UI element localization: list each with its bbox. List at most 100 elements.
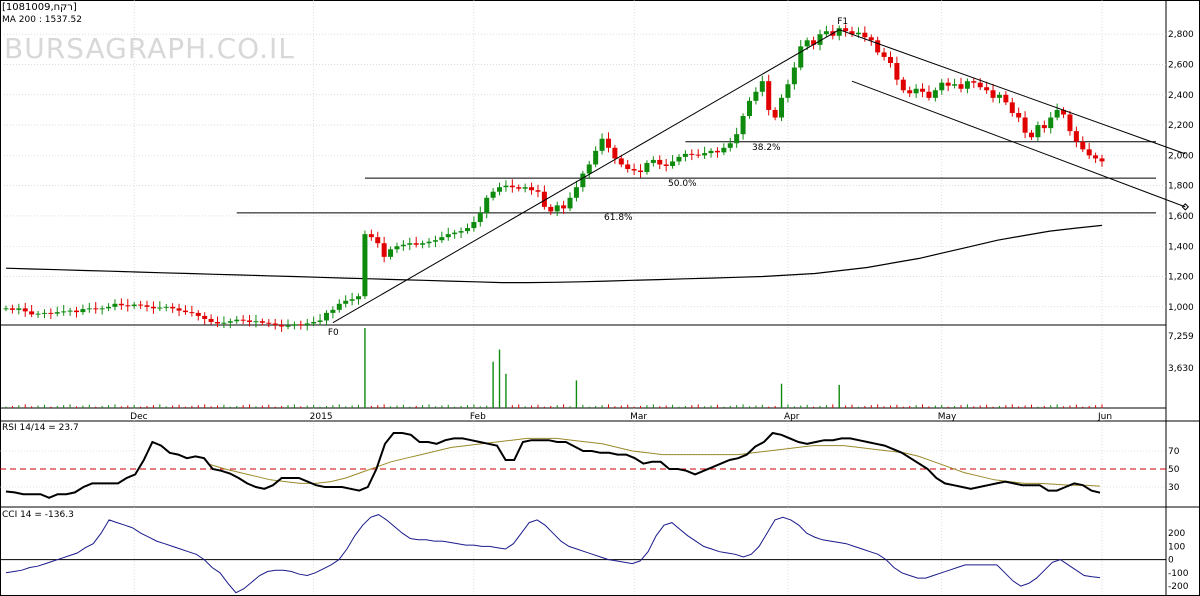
candle-body	[407, 243, 413, 245]
candle-body	[497, 187, 503, 192]
candle-body	[721, 147, 727, 153]
candle-body	[593, 150, 599, 165]
candle-body	[894, 63, 900, 80]
candle-body	[93, 308, 99, 310]
candle-body	[734, 134, 740, 144]
candle-body	[413, 243, 419, 245]
candle-body	[138, 304, 144, 306]
candle-body	[368, 234, 374, 238]
candle-body	[554, 205, 560, 212]
candle-body	[766, 81, 772, 110]
candle-body	[516, 187, 522, 189]
candle-body	[1048, 117, 1054, 129]
candle-body	[907, 90, 913, 94]
candle-body	[54, 312, 60, 314]
price-tick-label: 1,000	[1168, 303, 1194, 313]
month-label: Apr	[784, 412, 800, 422]
candle-body	[849, 31, 855, 35]
candle-body	[798, 46, 804, 68]
candle-body	[1073, 131, 1079, 142]
candle-body	[823, 31, 829, 35]
candle-body	[580, 173, 586, 188]
candle-body	[900, 79, 906, 91]
price-tick-label: 1,600	[1168, 212, 1194, 222]
candle-body	[3, 308, 9, 310]
candlesticks	[3, 24, 1105, 332]
candle-body	[86, 308, 92, 310]
candle-body	[336, 303, 342, 310]
candle-body	[702, 153, 708, 156]
candle-body	[740, 116, 746, 135]
candle-body	[150, 306, 156, 309]
candle-body	[836, 28, 842, 36]
candle-body	[753, 91, 759, 101]
candle-body	[971, 81, 977, 83]
candle-body	[317, 320, 323, 322]
candle-body	[445, 234, 451, 238]
ma200-label: MA 200 : 1537.52	[2, 15, 82, 25]
fibonacci-levels: 38.2% 50.0% 61.8%	[0, 141, 1166, 326]
candle-body	[714, 150, 720, 153]
candle-body	[535, 190, 541, 192]
candle-body	[1041, 125, 1047, 129]
candle-body	[253, 321, 259, 323]
candle-body	[567, 197, 573, 209]
candle-body	[362, 234, 368, 297]
candle-body	[234, 319, 240, 322]
candle-body	[932, 90, 938, 98]
cci-tick-label: -100	[1168, 569, 1189, 579]
candle-body	[285, 325, 291, 327]
candle-body	[996, 94, 1002, 98]
candle-body	[541, 191, 547, 207]
candle-body	[99, 308, 105, 310]
candle-body	[61, 311, 67, 313]
candle-body	[1028, 132, 1034, 138]
candle-body	[529, 187, 535, 191]
f1-point-label: F1	[837, 17, 848, 27]
rsi-label: RSI 14/14 = 23.7	[2, 423, 79, 433]
price-tick-label: 1,400	[1168, 242, 1194, 252]
candle-body	[1067, 114, 1073, 132]
candle-body	[375, 237, 381, 244]
fib-level-label: 50.0%	[668, 179, 697, 189]
candle-body	[612, 147, 618, 159]
candle-body	[657, 159, 663, 165]
trendline	[851, 80, 1186, 208]
candle-body	[509, 185, 515, 188]
candle-body	[779, 97, 785, 118]
candle-body	[811, 40, 817, 45]
price-tick-label: 2,400	[1168, 91, 1194, 101]
price-tick-label: 1,800	[1168, 182, 1194, 192]
candle-body	[1099, 158, 1105, 162]
price-tick-label: 2,800	[1168, 30, 1194, 40]
candle-body	[638, 170, 644, 173]
candle-body	[1054, 109, 1060, 118]
rsi-tick-label: 70	[1168, 447, 1180, 457]
candle-body	[881, 52, 887, 57]
candle-body	[67, 310, 73, 312]
candle-body	[35, 313, 41, 315]
volume-tick-label: 3,630	[1168, 364, 1194, 374]
candle-body	[426, 241, 432, 244]
candle-body	[663, 164, 669, 166]
candle-body	[464, 228, 470, 232]
candle-body	[41, 312, 47, 314]
candle-body	[125, 305, 131, 307]
candle-body	[573, 187, 579, 198]
volume-bars	[5, 328, 1103, 408]
candle-body	[381, 243, 387, 257]
candle-body	[400, 244, 406, 247]
candle-body	[785, 84, 791, 98]
candle-body	[772, 109, 778, 118]
month-label: Feb	[470, 412, 486, 422]
trendlines: F0 F1	[328, 17, 1190, 338]
candle-body	[990, 90, 996, 98]
candle-body	[356, 296, 362, 300]
candle-body	[586, 164, 592, 174]
candle-body	[298, 324, 304, 326]
candle-body	[279, 325, 285, 327]
symbol-label: [1081009,רקח]	[2, 2, 77, 13]
